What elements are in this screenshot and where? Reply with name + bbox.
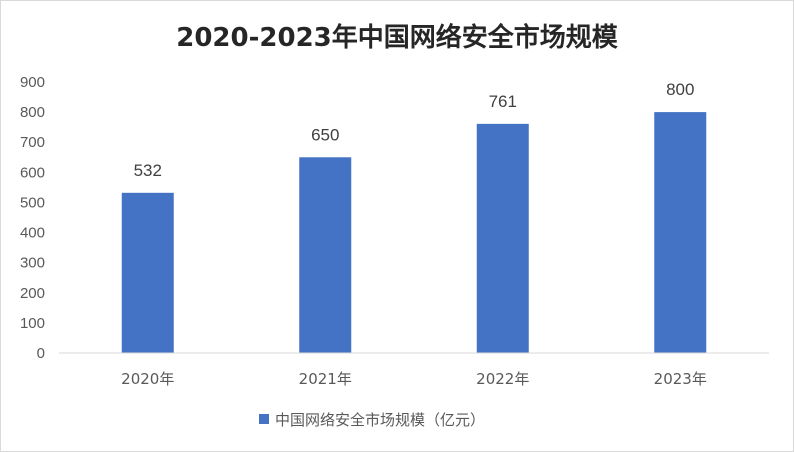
- y-tick-label: 0: [37, 345, 45, 362]
- bar: [299, 157, 352, 353]
- y-tick-label: 100: [20, 315, 45, 332]
- x-tick-label: 2020年: [121, 370, 174, 388]
- y-tick-label: 400: [20, 225, 45, 242]
- y-axis-ticks: 0 100 200 300 400 500 600 700 800 900: [20, 74, 45, 362]
- x-tick-label: 2022年: [476, 370, 529, 388]
- bar: [476, 123, 529, 353]
- x-axis-ticks: 2020年 2021年 2022年 2023年: [121, 370, 707, 388]
- y-tick-label: 200: [20, 285, 45, 302]
- y-tick-label: 800: [20, 104, 45, 121]
- bar: [654, 112, 707, 353]
- y-tick-label: 700: [20, 134, 45, 151]
- chart-title: 2020-2023年中国网络安全市场规模: [176, 22, 619, 53]
- bars: [121, 112, 707, 353]
- legend: 中国网络安全市场规模（亿元）: [259, 411, 485, 429]
- y-tick-label: 600: [20, 164, 45, 181]
- y-tick-label: 500: [20, 194, 45, 211]
- data-label: 650: [311, 125, 339, 144]
- bar: [121, 192, 174, 353]
- data-label: 761: [489, 92, 517, 111]
- x-tick-label: 2021年: [299, 370, 352, 388]
- legend-swatch: [259, 414, 269, 424]
- x-tick-label: 2023年: [654, 370, 707, 388]
- y-tick-label: 300: [20, 255, 45, 272]
- legend-label: 中国网络安全市场规模（亿元）: [275, 411, 485, 429]
- data-labels: 532 650 761 800: [134, 80, 695, 180]
- data-label: 532: [134, 161, 162, 180]
- y-tick-label: 900: [20, 74, 45, 91]
- data-label: 800: [666, 80, 694, 99]
